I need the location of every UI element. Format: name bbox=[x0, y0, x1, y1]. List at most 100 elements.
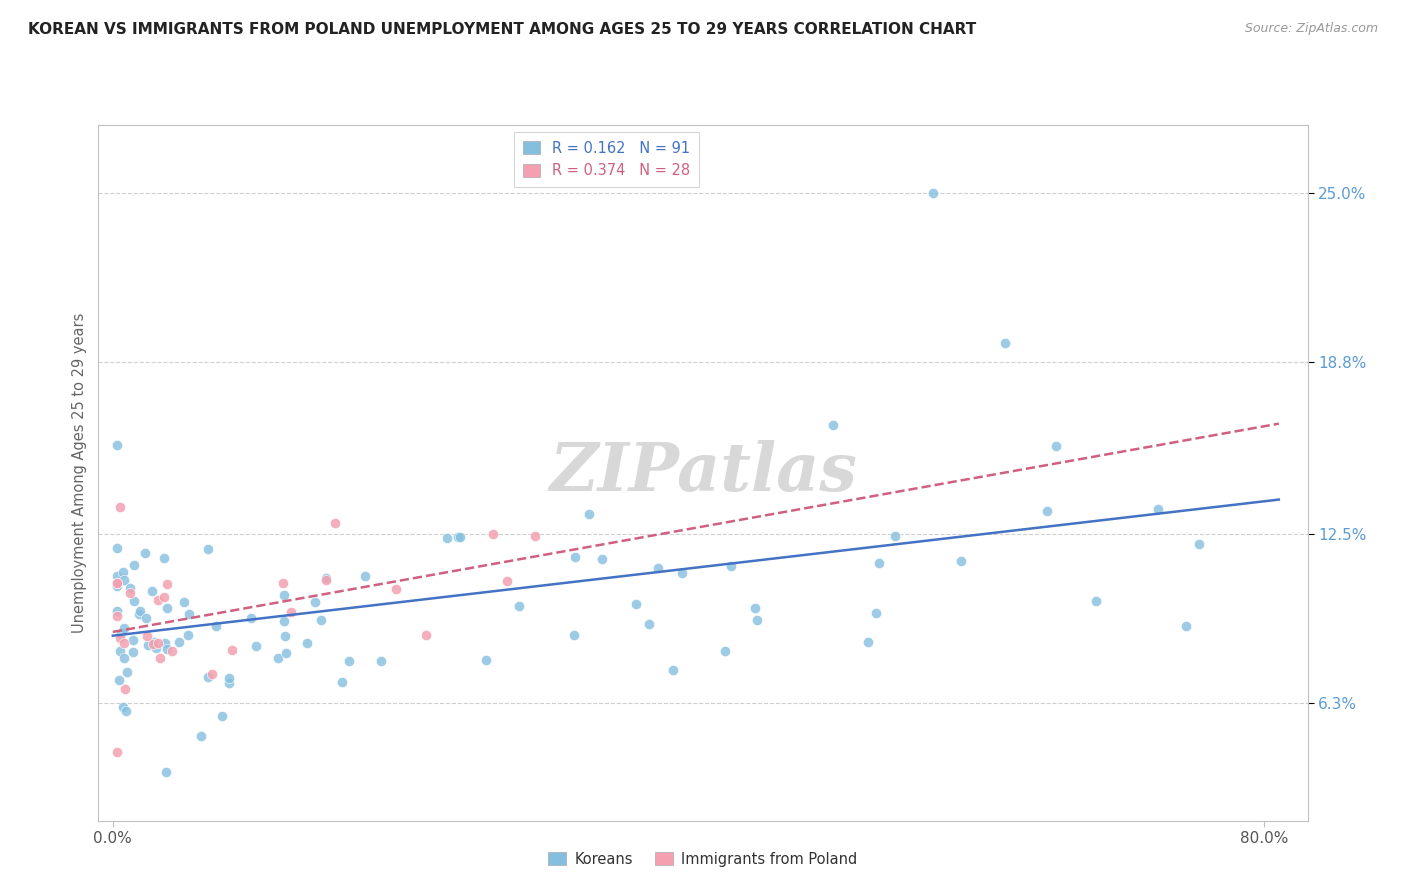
Point bbox=[114, 704, 136, 718]
Point bbox=[370, 654, 392, 668]
Point bbox=[145, 640, 167, 655]
Point bbox=[884, 528, 907, 542]
Point bbox=[173, 594, 195, 608]
Point bbox=[114, 681, 136, 696]
Point bbox=[276, 646, 298, 660]
Point bbox=[141, 584, 163, 599]
Point bbox=[311, 613, 333, 627]
Point bbox=[744, 601, 766, 615]
Point bbox=[136, 629, 159, 643]
Point bbox=[146, 635, 169, 649]
Point bbox=[747, 613, 769, 627]
Point bbox=[107, 746, 129, 760]
Point bbox=[122, 558, 145, 573]
Point bbox=[135, 611, 157, 625]
Point bbox=[624, 598, 647, 612]
Point bbox=[105, 579, 128, 593]
Point bbox=[337, 654, 360, 668]
Point bbox=[638, 617, 661, 632]
Point bbox=[143, 634, 166, 648]
Point bbox=[115, 665, 138, 679]
Point bbox=[273, 615, 295, 629]
Point bbox=[112, 636, 135, 650]
Point bbox=[481, 526, 503, 541]
Point bbox=[1147, 502, 1170, 516]
Point bbox=[156, 641, 179, 656]
Point bbox=[562, 628, 585, 642]
Point bbox=[112, 621, 135, 635]
Point bbox=[128, 607, 150, 622]
Point bbox=[856, 635, 879, 649]
Point bbox=[330, 674, 353, 689]
Point bbox=[273, 575, 295, 590]
Point bbox=[218, 671, 240, 685]
Point bbox=[110, 625, 132, 640]
Point bbox=[353, 568, 375, 582]
Point bbox=[922, 186, 945, 200]
Point bbox=[105, 576, 128, 591]
Point bbox=[267, 650, 290, 665]
Point bbox=[122, 594, 145, 608]
Point bbox=[105, 569, 128, 583]
Point bbox=[114, 651, 136, 665]
Point bbox=[671, 566, 693, 581]
Point bbox=[112, 573, 135, 587]
Point bbox=[280, 605, 302, 619]
Point bbox=[273, 589, 295, 603]
Point bbox=[197, 670, 219, 684]
Text: Source: ZipAtlas.com: Source: ZipAtlas.com bbox=[1244, 22, 1378, 36]
Point bbox=[415, 628, 437, 642]
Point bbox=[475, 653, 498, 667]
Point bbox=[323, 516, 346, 530]
Point bbox=[384, 582, 406, 596]
Point bbox=[1174, 619, 1197, 633]
Point bbox=[447, 530, 470, 544]
Point bbox=[211, 708, 233, 723]
Point bbox=[111, 699, 134, 714]
Point bbox=[128, 604, 150, 618]
Point bbox=[647, 561, 669, 575]
Point bbox=[155, 765, 177, 780]
Point bbox=[152, 591, 174, 605]
Point bbox=[240, 610, 263, 624]
Point bbox=[160, 644, 183, 658]
Point bbox=[136, 638, 159, 652]
Point bbox=[994, 336, 1017, 351]
Point bbox=[156, 601, 179, 615]
Legend: Koreans, Immigrants from Poland: Koreans, Immigrants from Poland bbox=[543, 846, 863, 872]
Point bbox=[221, 643, 243, 657]
Point bbox=[201, 666, 224, 681]
Point bbox=[142, 637, 165, 651]
Point bbox=[315, 571, 337, 585]
Point bbox=[524, 529, 547, 543]
Point bbox=[120, 581, 142, 595]
Point bbox=[274, 629, 297, 643]
Point bbox=[295, 636, 318, 650]
Point bbox=[134, 546, 156, 560]
Point bbox=[662, 663, 685, 677]
Point bbox=[578, 507, 600, 521]
Point bbox=[105, 604, 128, 618]
Point bbox=[949, 554, 972, 568]
Text: ZIPatlas: ZIPatlas bbox=[550, 441, 856, 505]
Point bbox=[155, 636, 177, 650]
Point bbox=[714, 643, 737, 657]
Point bbox=[105, 609, 128, 624]
Point bbox=[105, 438, 128, 452]
Point bbox=[121, 633, 143, 648]
Y-axis label: Unemployment Among Ages 25 to 29 years: Unemployment Among Ages 25 to 29 years bbox=[72, 312, 87, 633]
Point bbox=[197, 541, 219, 556]
Point bbox=[1084, 594, 1107, 608]
Point bbox=[1036, 504, 1059, 518]
Point bbox=[110, 500, 132, 514]
Point bbox=[304, 594, 326, 608]
Point bbox=[1188, 537, 1211, 551]
Point bbox=[110, 631, 132, 645]
Point bbox=[591, 551, 613, 566]
Point bbox=[865, 606, 887, 620]
Point bbox=[496, 574, 519, 588]
Point bbox=[868, 556, 890, 570]
Point bbox=[148, 593, 170, 607]
Point bbox=[105, 575, 128, 590]
Point bbox=[176, 628, 198, 642]
